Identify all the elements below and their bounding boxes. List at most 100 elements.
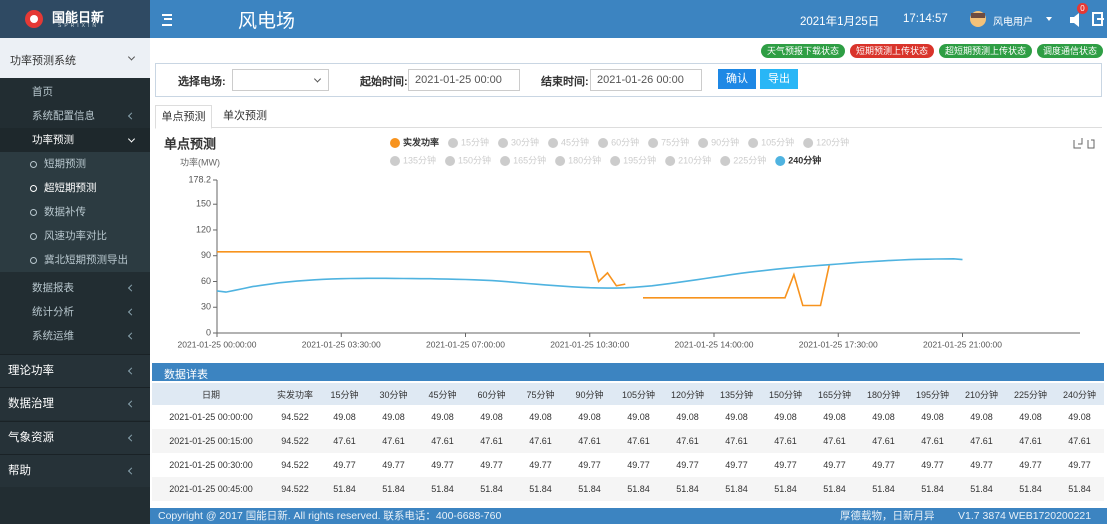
table-title: 数据详表 [164,366,208,382]
menu-group[interactable]: 数据治理 [0,387,150,420]
start-input[interactable]: 2021-01-25 00:00 [408,69,520,91]
legend-item[interactable]: 105分钟 [748,136,794,148]
menu-item-active[interactable]: 功率预测 [0,128,150,152]
menu-group[interactable]: 理论功率 [0,354,150,387]
legend-label: 120分钟 [816,136,849,147]
legend-item[interactable]: 135分钟 [390,154,436,166]
table-cell: 49.77 [663,453,712,477]
chevron [128,332,135,339]
farm-select[interactable] [232,69,329,91]
legend-item[interactable]: 165分钟 [500,154,546,166]
legend-label: 180分钟 [568,154,601,165]
table-cell: 51.84 [712,477,761,501]
logo-icon [24,9,44,29]
status-pill[interactable]: 调度通信状态 [1037,44,1103,58]
legend-item[interactable]: 210分钟 [665,154,711,166]
table-cell: 49.77 [908,453,957,477]
table-cell: 47.61 [565,429,614,453]
table-cell: 49.77 [418,453,467,477]
legend-item[interactable]: 15分钟 [448,136,489,148]
submenu-item[interactable]: 风速功率对比 [0,224,150,248]
legend-label: 45分钟 [561,136,589,147]
legend-label: 195分钟 [623,154,656,165]
column-header: 165分钟 [810,383,859,405]
status-pill[interactable]: 短期预测上传状态 [850,44,934,58]
badge: 0 [1077,3,1088,14]
menu-toggle[interactable] [162,14,172,26]
submenu-item[interactable]: 冀北短期预测导出 [0,248,150,272]
table-cell: 2021-01-25 00:30:00 [152,453,270,477]
table-cell: 47.61 [418,429,467,453]
table-cell: 49.08 [369,405,418,429]
menu-item[interactable]: 系统配置信息 [0,104,150,128]
menu-group[interactable]: 气象资源 [0,421,150,454]
menu-item[interactable]: 统计分析 [0,300,150,324]
legend-item[interactable]: 120分钟 [803,136,849,148]
table-cell: 49.77 [810,453,859,477]
end-input[interactable]: 2021-01-26 00:00 [590,69,702,91]
data-table: 日期实发功率15分钟30分钟45分钟60分钟75分钟90分钟105分钟120分钟… [152,383,1104,501]
legend-item[interactable]: 75分钟 [648,136,689,148]
column-header: 90分钟 [565,383,614,405]
legend-swatch [698,138,708,148]
column-header: 150分钟 [761,383,810,405]
legend-swatch [748,138,758,148]
legend-item[interactable]: 225分钟 [720,154,766,166]
legend-item[interactable]: 90分钟 [698,136,739,148]
table-cell: 49.08 [614,405,663,429]
logout-icon[interactable] [1092,12,1104,26]
system-select[interactable]: 功率预测系统 [0,38,150,78]
status-pill[interactable]: 超短期预测上传状态 [939,44,1032,58]
table-cell: 51.84 [908,477,957,501]
legend-item[interactable]: 150分钟 [445,154,491,166]
legend-item[interactable]: 30分钟 [498,136,539,148]
table-cell: 47.61 [859,429,908,453]
legend-item[interactable]: 195分钟 [610,154,656,166]
motto: 厚德载物，日新月异 [840,508,935,524]
submenu-item-active[interactable]: 超短期预测 [0,176,150,200]
avatar[interactable] [968,10,988,28]
legend-swatch [720,156,730,166]
user-name[interactable]: 风电用户 [993,13,1033,28]
confirm-button[interactable]: 确认 [718,69,756,89]
menu-item[interactable]: 首页 [0,80,150,104]
logo[interactable]: 国能日新 SPRIXIN [0,0,150,38]
status-pill[interactable]: 天气预报下载状态 [761,44,845,58]
legend-swatch [448,138,458,148]
tab[interactable]: 单次预测 [223,105,267,127]
menu-label: 气象资源 [8,432,54,444]
table-cell: 51.84 [369,477,418,501]
menu-group[interactable]: 帮助 [0,454,150,487]
export-button[interactable]: 导出 [760,69,798,89]
toolbox[interactable] [1074,138,1094,148]
menu-item[interactable]: 系统运维 [0,324,150,348]
submenu-item[interactable]: 短期预测 [0,152,150,176]
table-cell: 51.84 [957,477,1006,501]
legend-swatch [500,156,510,166]
menu-label: 理论功率 [8,365,54,377]
legend-item[interactable]: 60分钟 [598,136,639,148]
chart-title: 单点预测 [164,136,216,151]
menu-item[interactable]: 数据报表 [0,276,150,300]
legend-label: 实发功率 [403,136,439,147]
legend-item[interactable]: 实发功率 [390,136,439,148]
legend-item[interactable]: 180分钟 [555,154,601,166]
legend-item[interactable]: 45分钟 [548,136,589,148]
table-cell: 49.77 [467,453,516,477]
table-body: 2021-01-25 00:00:0094.52249.0849.0849.08… [152,405,1104,501]
submenu-item[interactable]: 数据补传 [0,200,150,224]
bullet [30,257,37,264]
x-tick-label: 2021-01-25 17:30:00 [799,339,878,349]
page-title: 风电场 [238,6,295,33]
legend-item[interactable]: 240分钟 [775,154,821,166]
y-axis-label: 功率(MW) [180,156,220,167]
y-tick-label: 150 [196,199,211,209]
column-header: 195分钟 [908,383,957,405]
column-header: 120分钟 [663,383,712,405]
tab-active[interactable]: 单点预测 [155,105,212,129]
table-cell: 49.08 [712,405,761,429]
legend-label: 135分钟 [403,154,436,165]
legend-label: 60分钟 [611,136,639,147]
legend-label: 90分钟 [711,136,739,147]
table-cell: 49.77 [565,453,614,477]
